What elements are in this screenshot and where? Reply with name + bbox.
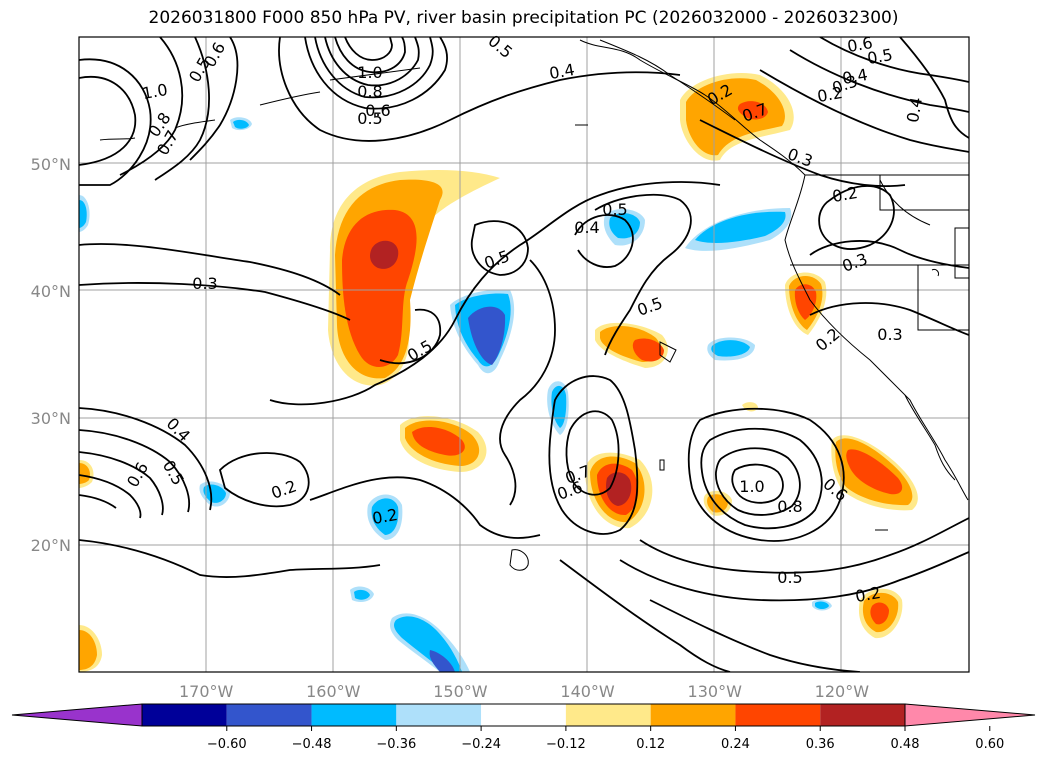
colorbar-tick-label: −0.60 xyxy=(207,737,247,752)
contour-label: 1.0 xyxy=(357,63,382,82)
contour-label: 0.3 xyxy=(192,274,217,293)
lon-tick-label: 150°W xyxy=(433,682,488,701)
colorbar: −0.60 −0.48 −0.36 −0.24 −0.12 0.12 0.24 0.36 0.4… xyxy=(11,703,1036,752)
lon-tick-label: 130°W xyxy=(688,682,743,701)
longitude-labels: 170°W 160°W 150°W 140°W 130°W 120°W xyxy=(179,682,869,701)
colorbar-tick-label: 0.60 xyxy=(975,737,1004,752)
colorbar-extend-min xyxy=(11,703,143,727)
contour-label: 0.2 xyxy=(816,83,844,106)
latitude-labels: 50°N 40°N 30°N 20°N xyxy=(31,155,71,555)
colorbar-segment xyxy=(820,704,905,726)
colorbar-segment xyxy=(735,704,821,726)
contour-label: 0.5 xyxy=(357,109,382,128)
coastlines xyxy=(99,39,969,571)
contour-label: 0.4 xyxy=(574,218,599,237)
lon-tick-label: 120°W xyxy=(815,682,870,701)
colorbar-tick-label: 0.48 xyxy=(891,737,920,752)
colorbar-segment xyxy=(396,704,482,726)
precip-shading xyxy=(79,72,918,672)
colorbar-extend-max xyxy=(904,703,1036,727)
lon-tick-label: 170°W xyxy=(179,682,234,701)
pv-contours xyxy=(79,37,969,672)
colorbar-tick-label: 0.24 xyxy=(721,737,750,752)
lon-tick-label: 140°W xyxy=(560,682,615,701)
colorbar-segment xyxy=(650,704,736,726)
contour-label: 0.2 xyxy=(854,583,882,606)
contour-label: 0.2 xyxy=(371,505,399,528)
plot-border xyxy=(78,36,970,673)
contour-label: 0.6 xyxy=(846,33,874,56)
contour-label: 0.3 xyxy=(877,325,902,344)
colorbar-tick-label: 0.36 xyxy=(806,737,835,752)
contour-label: 0.4 xyxy=(548,60,576,83)
lat-tick-label: 50°N xyxy=(31,155,71,174)
lat-tick-label: 40°N xyxy=(31,282,71,301)
lon-tick-label: 160°W xyxy=(306,682,361,701)
colorbar-tick-label: −0.36 xyxy=(376,737,416,752)
contour-label: 0.5 xyxy=(777,568,802,587)
contour-label: 0.8 xyxy=(777,497,802,516)
graticule xyxy=(79,37,969,672)
contour-label: 1.0 xyxy=(141,80,169,103)
contour-label: 0.8 xyxy=(357,82,382,101)
contour-label: 1.0 xyxy=(739,477,764,496)
colorbar-tick-label: −0.48 xyxy=(292,737,332,752)
contour-label: 0.2 xyxy=(831,183,859,206)
colorbar-segment xyxy=(311,704,397,726)
colorbar-segment xyxy=(481,704,566,726)
colorbar-segment xyxy=(142,704,227,726)
contour-label: 0.5 xyxy=(866,45,894,68)
colorbar-segment xyxy=(565,704,651,726)
contour-label: 0.5 xyxy=(602,200,627,219)
contour-label: 0.4 xyxy=(841,65,869,88)
contour-label: 0.6 xyxy=(365,101,390,120)
plot-area xyxy=(79,37,969,672)
colorbar-segment xyxy=(226,704,312,726)
lat-tick-label: 30°N xyxy=(31,409,71,428)
colorbar-tick-label: −0.24 xyxy=(461,737,501,752)
colorbar-tick-label: −0.12 xyxy=(546,737,586,752)
contour-label: 0.4 xyxy=(903,96,926,124)
lat-tick-label: 20°N xyxy=(31,536,71,555)
colorbar-outline xyxy=(141,703,906,727)
map-title: 2026031800 F000 850 hPa PV, river basin … xyxy=(148,8,899,28)
colorbar-tick-label: 0.12 xyxy=(636,737,665,752)
